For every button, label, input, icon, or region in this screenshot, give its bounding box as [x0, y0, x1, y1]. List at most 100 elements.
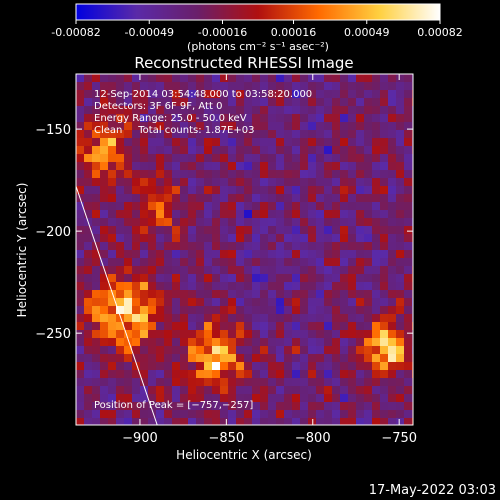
heatmap-cell: [148, 234, 156, 242]
heatmap-cell: [148, 362, 156, 370]
heatmap-cell: [276, 146, 284, 154]
heatmap-cell: [180, 170, 188, 178]
heatmap-cell: [364, 114, 372, 122]
heatmap-cell: [220, 378, 228, 386]
heatmap-cell: [92, 138, 100, 146]
heatmap-cell: [180, 234, 188, 242]
heatmap-cell: [300, 234, 308, 242]
heatmap-cell: [188, 202, 196, 210]
heatmap-cell: [196, 346, 204, 354]
heatmap-cell: [300, 274, 308, 282]
heatmap-cell: [268, 370, 276, 378]
heatmap-cell: [212, 122, 220, 130]
heatmap-cell: [332, 386, 340, 394]
heatmap-cell: [260, 322, 268, 330]
heatmap-cell: [220, 242, 228, 250]
heatmap-cell: [372, 130, 380, 138]
heatmap-cell: [196, 258, 204, 266]
heatmap-cell: [188, 338, 196, 346]
heatmap-cell: [340, 346, 348, 354]
heatmap-cell: [364, 130, 372, 138]
heatmap-cell: [84, 346, 92, 354]
heatmap-cell: [180, 386, 188, 394]
heatmap-cell: [244, 298, 252, 306]
x-tick-label: −900: [122, 431, 158, 446]
heatmap-cell: [284, 154, 292, 162]
heatmap-cell: [332, 290, 340, 298]
heatmap-cell: [364, 82, 372, 90]
heatmap-cell: [396, 82, 404, 90]
heatmap-cell: [300, 178, 308, 186]
heatmap-cell: [316, 290, 324, 298]
heatmap-cell: [356, 226, 364, 234]
heatmap-cell: [100, 170, 108, 178]
heatmap-cell: [364, 162, 372, 170]
heatmap-cell: [252, 194, 260, 202]
heatmap-cell: [148, 298, 156, 306]
heatmap-cell: [324, 74, 332, 82]
heatmap-cell: [204, 146, 212, 154]
heatmap-cell: [204, 242, 212, 250]
heatmap-cell: [244, 154, 252, 162]
heatmap-cell: [124, 178, 132, 186]
x-tick-label: −850: [208, 431, 244, 446]
heatmap-cell: [92, 218, 100, 226]
heatmap-cell: [164, 114, 172, 122]
heatmap-cell: [92, 234, 100, 242]
heatmap-cell: [300, 74, 308, 82]
heatmap-cell: [116, 98, 124, 106]
heatmap-cell: [356, 410, 364, 418]
heatmap-cell: [132, 314, 140, 322]
heatmap-cell: [220, 314, 228, 322]
heatmap-cell: [204, 258, 212, 266]
heatmap-cell: [148, 178, 156, 186]
heatmap-cell: [140, 74, 148, 82]
heatmap-cell: [212, 306, 220, 314]
heatmap-cell: [140, 298, 148, 306]
heatmap-cell: [340, 146, 348, 154]
heatmap-cell: [332, 298, 340, 306]
heatmap-cell: [236, 210, 244, 218]
heatmap-cell: [324, 378, 332, 386]
heatmap-cell: [260, 218, 268, 226]
heatmap-cell: [380, 194, 388, 202]
heatmap-cell: [108, 242, 116, 250]
heatmap-cell: [76, 226, 84, 234]
heatmap-cell: [180, 338, 188, 346]
heatmap-cell: [132, 130, 140, 138]
heatmap-cell: [300, 122, 308, 130]
heatmap-cell: [108, 194, 116, 202]
heatmap-cell: [236, 234, 244, 242]
heatmap-cell: [108, 202, 116, 210]
heatmap-cell: [300, 394, 308, 402]
heatmap-cell: [212, 74, 220, 82]
heatmap-cell: [84, 210, 92, 218]
heatmap-cell: [356, 170, 364, 178]
heatmap-cell: [340, 258, 348, 266]
heatmap-cell: [388, 74, 396, 82]
heatmap-cell: [308, 130, 316, 138]
heatmap-cell: [252, 418, 260, 425]
heatmap-cell: [84, 290, 92, 298]
heatmap-cell: [380, 266, 388, 274]
heatmap-cell: [140, 98, 148, 106]
heatmap-cell: [268, 266, 276, 274]
heatmap-cell: [348, 234, 356, 242]
heatmap-cell: [180, 162, 188, 170]
heatmap-cell: [396, 122, 404, 130]
heatmap-cell: [396, 306, 404, 314]
heatmap-cell: [124, 234, 132, 242]
heatmap-cell: [116, 226, 124, 234]
heatmap-cell: [172, 418, 180, 425]
heatmap-cell: [396, 314, 404, 322]
heatmap-cell: [324, 178, 332, 186]
heatmap-cell: [188, 242, 196, 250]
heatmap-cell: [372, 138, 380, 146]
heatmap-cell: [252, 290, 260, 298]
heatmap-cell: [380, 306, 388, 314]
heatmap-cell: [268, 98, 276, 106]
heatmap-cell: [308, 162, 316, 170]
heatmap-cell: [108, 82, 116, 90]
heatmap-cell: [84, 354, 92, 362]
heatmap-cell: [124, 154, 132, 162]
